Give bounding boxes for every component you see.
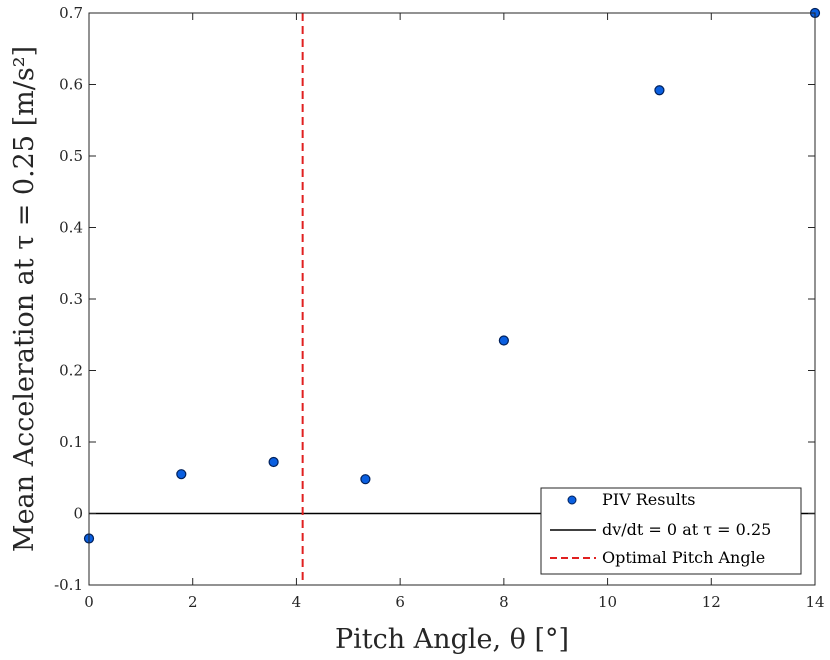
data-point <box>498 335 509 346</box>
x-tick-label: 8 <box>499 593 509 611</box>
y-tick-label: 0.1 <box>59 433 83 451</box>
data-point <box>176 469 187 480</box>
data-point <box>268 456 279 468</box>
y-tick-label: 0.5 <box>59 147 83 165</box>
x-tick-label: 14 <box>805 593 824 611</box>
x-tick-label: 12 <box>702 593 721 611</box>
x-axis-ticks: 0 2 4 6 8 10 12 14 <box>84 13 825 611</box>
legend-label-optimal-pitch: Optimal Pitch Angle <box>602 548 765 567</box>
data-points <box>83 7 821 544</box>
x-axis-label: Pitch Angle, θ [°] <box>335 624 569 655</box>
x-tick-label: 6 <box>395 593 405 611</box>
x-tick-label: 4 <box>292 593 302 611</box>
y-tick-label: -0.1 <box>54 576 83 594</box>
y-tick-label: 0.4 <box>59 219 83 237</box>
legend-label-zero-acceleration: dv/dt = 0 at τ = 0.25 <box>602 520 771 539</box>
x-tick-label: 2 <box>188 593 198 611</box>
y-tick-label: 0.7 <box>59 4 83 22</box>
y-tick-label: 0.3 <box>59 290 83 308</box>
y-tick-label: 0.2 <box>59 362 83 380</box>
legend-label-piv-results: PIV Results <box>602 490 696 509</box>
legend-box <box>540 487 802 575</box>
data-point <box>654 85 665 96</box>
legend-marker-piv-results <box>567 495 577 505</box>
y-tick-label: 0.6 <box>59 76 83 94</box>
legend: PIV Results dv/dt = 0 at τ = 0.25 Optima… <box>540 487 802 575</box>
x-tick-label: 10 <box>598 593 617 611</box>
y-tick-label: 0 <box>73 505 83 523</box>
x-tick-label: 0 <box>84 593 94 611</box>
y-axis-ticks: -0.1 0 0.1 0.2 0.3 0.4 0.5 0.6 0.7 <box>54 4 815 594</box>
data-point <box>360 474 371 485</box>
y-axis-label: Mean Acceleration at τ = 0.25 [m/s²] <box>9 46 40 552</box>
